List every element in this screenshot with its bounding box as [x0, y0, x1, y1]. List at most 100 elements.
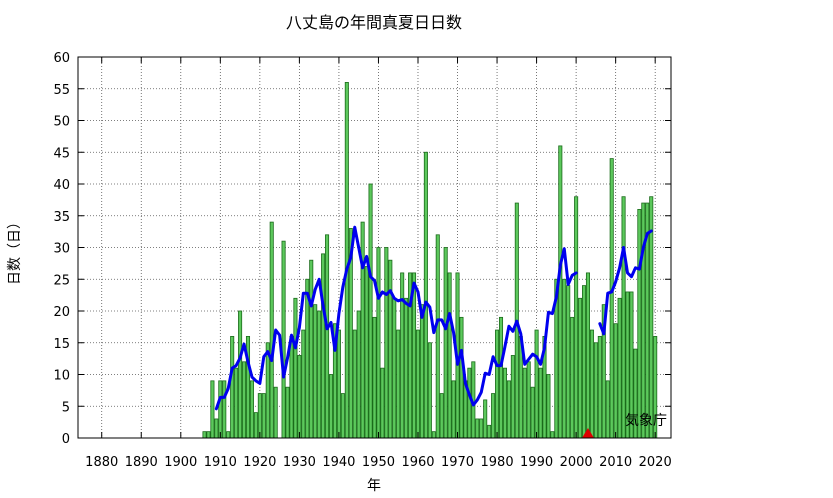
bar — [566, 285, 571, 439]
bar — [301, 329, 306, 439]
chart-title: 八丈島の年間真夏日日数 — [286, 13, 462, 32]
bar — [506, 380, 511, 439]
bar — [392, 297, 397, 439]
y-tick-label: 40 — [53, 178, 70, 193]
bar — [257, 393, 262, 439]
bar — [605, 380, 610, 439]
bar — [475, 418, 480, 439]
bar — [289, 335, 294, 439]
bar — [352, 329, 357, 439]
bar — [384, 247, 389, 439]
bar — [313, 304, 318, 439]
bar — [404, 297, 409, 439]
bar — [562, 278, 567, 439]
bar — [491, 393, 496, 439]
bar — [522, 367, 527, 439]
bar — [202, 431, 207, 439]
bar — [597, 335, 602, 439]
bar — [483, 399, 488, 439]
bar — [538, 367, 543, 439]
bar — [498, 316, 504, 439]
bar — [530, 386, 535, 439]
bar — [305, 278, 310, 439]
bar — [534, 329, 539, 439]
x-tick-label: 2000 — [560, 455, 593, 470]
y-tick-label: 0 — [62, 432, 70, 447]
credit-label: 気象庁 — [625, 413, 667, 429]
bar — [621, 196, 626, 439]
triangle-marker-icon — [581, 428, 594, 438]
bar — [285, 386, 290, 439]
bar — [526, 361, 531, 439]
x-tick-label: 1880 — [85, 455, 118, 470]
bar — [510, 355, 515, 439]
bar — [447, 272, 452, 439]
bar — [376, 247, 381, 439]
markers — [581, 428, 594, 438]
bar — [435, 234, 440, 439]
x-tick-label: 1980 — [481, 455, 514, 470]
bar — [206, 431, 211, 439]
bar — [293, 297, 298, 439]
bar — [443, 247, 448, 439]
bar — [582, 285, 587, 439]
trend-lines — [214, 225, 653, 411]
bar — [253, 412, 258, 439]
x-tick-label: 1970 — [441, 455, 474, 470]
x-tick-label: 1900 — [164, 455, 197, 470]
bar — [451, 380, 456, 439]
bar — [325, 234, 330, 439]
bar — [356, 310, 361, 439]
bar — [558, 145, 563, 439]
bar — [617, 297, 622, 439]
bar — [297, 355, 302, 439]
x-tick-label: 2020 — [639, 455, 672, 470]
bar — [419, 304, 424, 439]
bar — [495, 329, 500, 439]
ticks — [78, 56, 671, 439]
bar — [269, 221, 274, 439]
bar — [238, 310, 243, 439]
bar — [578, 297, 583, 439]
bar — [431, 431, 436, 439]
bar — [340, 393, 345, 439]
bar — [273, 386, 278, 439]
bar — [396, 329, 401, 439]
x-tick-label: 1960 — [401, 455, 434, 470]
grid — [78, 57, 671, 438]
bar — [234, 367, 239, 439]
bar — [317, 310, 322, 439]
bar — [502, 367, 507, 439]
y-tick-label: 30 — [53, 242, 70, 257]
y-tick-label: 5 — [62, 400, 70, 415]
bar — [249, 380, 254, 439]
bar — [427, 342, 432, 439]
bar — [380, 367, 385, 439]
x-tick-label: 1910 — [204, 455, 237, 470]
bar — [222, 380, 227, 439]
bar — [364, 266, 369, 439]
y-tick-label: 45 — [53, 146, 70, 161]
y-tick-label: 15 — [53, 337, 70, 352]
x-tick-label: 1920 — [243, 455, 276, 470]
bar — [423, 151, 428, 439]
bar — [368, 183, 373, 439]
bar — [613, 323, 618, 439]
bar — [570, 316, 575, 439]
bar — [546, 374, 551, 439]
bar — [372, 316, 377, 439]
x-tick-label: 1990 — [520, 455, 553, 470]
bar — [593, 342, 598, 439]
bar — [589, 329, 594, 439]
bar — [309, 259, 314, 439]
y-tick-label: 10 — [53, 369, 70, 384]
x-tick-label: 1930 — [283, 455, 316, 470]
bar — [214, 418, 219, 439]
y-tick-label: 50 — [53, 115, 70, 130]
bar — [281, 240, 286, 439]
bar — [210, 380, 215, 439]
y-tick-label: 60 — [53, 51, 70, 66]
y-tick-label: 25 — [53, 273, 70, 288]
x-tick-label: 1950 — [362, 455, 395, 470]
